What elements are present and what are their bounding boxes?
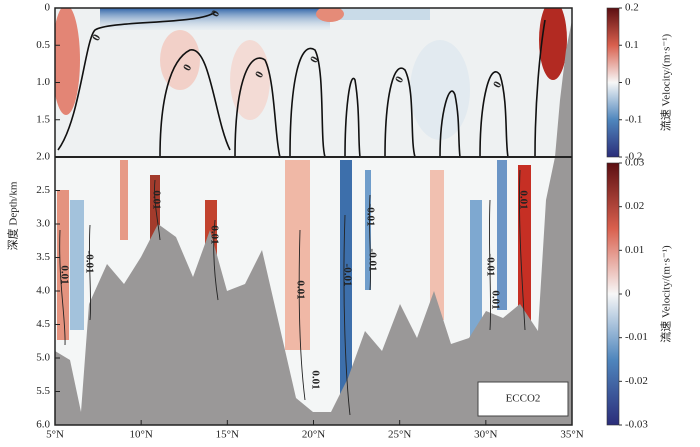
colorbar-tick-label: 0: [625, 288, 631, 300]
y-tick-label: 4.0: [36, 285, 50, 297]
contour-label: 0: [491, 79, 504, 90]
contour-label: 0.01: [309, 370, 321, 389]
x-tick-label: 30°N: [474, 429, 497, 441]
colorbar-tick-label: 0.02: [625, 200, 644, 212]
y-tick-label: 6.0: [36, 419, 50, 431]
colorbar-tick-label: 0: [625, 76, 631, 88]
annotation: ECCO2: [506, 393, 541, 405]
y-tick-label: 2.5: [36, 184, 50, 196]
contour-label: 0.01: [208, 225, 220, 244]
colorbar-tick-label: 0.1: [625, 39, 639, 51]
contour-label: 0.01: [517, 190, 529, 209]
x-tick-label: 5°N: [46, 429, 64, 441]
y-tick-label: 1.5: [36, 113, 50, 125]
contour-label: -0.01: [83, 251, 95, 274]
colorbar-tick-label: -0.03: [625, 419, 648, 431]
contour-label: 0: [209, 8, 222, 19]
contour-label: 0: [253, 69, 266, 80]
annotation-box: [477, 381, 569, 417]
contour-label: 0: [393, 74, 406, 85]
contour-label: 0: [308, 54, 321, 65]
x-tick-label: 15°N: [216, 429, 239, 441]
y-tick-label: 3.0: [36, 218, 50, 230]
contour-label: -0.01: [484, 254, 496, 277]
colorbar: [606, 162, 620, 426]
contour-label: 0.01: [294, 280, 306, 299]
contour-label: -0.01: [341, 264, 353, 287]
contour-label: 0.01: [58, 265, 70, 284]
contour-label: 0.01: [150, 190, 162, 209]
field: [55, 8, 572, 425]
colorbar-tick-label: -0.02: [625, 375, 648, 387]
colorbar-tick-label: -0.01: [625, 331, 648, 343]
contour-label: -0.01: [364, 204, 376, 227]
contour-label: -0.01: [366, 249, 378, 272]
colorbar-tick-label: 0.01: [625, 244, 644, 256]
x-tick-label: 25°N: [388, 429, 411, 441]
y-tick-label: 2.0: [36, 151, 50, 163]
contour-label: 0.01: [489, 290, 501, 309]
colorbar-tick-label: 0.03: [625, 157, 645, 169]
x-tick-label: 35°N: [560, 429, 583, 441]
colorbar-label: 流速 Velocity/(m·s⁻¹): [659, 33, 673, 131]
y-axis-label: 深度 Depth/km: [6, 181, 20, 250]
colorbar: [606, 7, 620, 158]
contour-label: 0: [90, 32, 103, 43]
colorbar-tick-label: 0.2: [625, 2, 639, 14]
colorbar-label: 流速 Velocity/(m·s⁻¹): [659, 245, 673, 343]
y-tick-label: 0: [45, 2, 51, 14]
y-tick-label: 5.0: [36, 352, 50, 364]
y-tick-label: 1.0: [36, 76, 50, 88]
x-tick-label: 10°N: [129, 429, 152, 441]
y-tick-label: 4.5: [36, 318, 50, 330]
colorbar-tick-label: -0.1: [625, 113, 642, 125]
y-tick-label: 5.5: [36, 385, 50, 397]
y-tick-label: 3.5: [36, 251, 50, 263]
colorbar-tick-label: -0.2: [625, 151, 642, 163]
x-tick-label: 20°N: [302, 429, 325, 441]
y-tick-label: 0.5: [36, 39, 50, 51]
contour-label: 0: [181, 62, 194, 73]
